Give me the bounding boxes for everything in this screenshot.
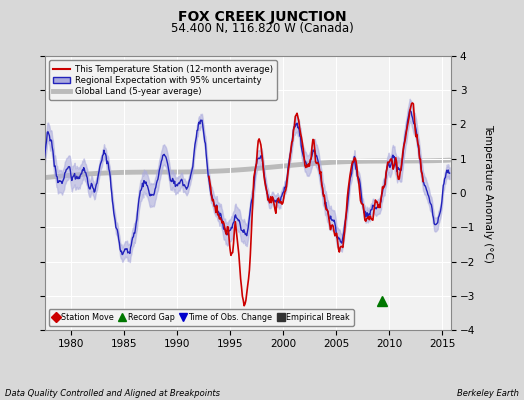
Y-axis label: Temperature Anomaly (°C): Temperature Anomaly (°C) <box>483 124 494 262</box>
Text: 54.400 N, 116.820 W (Canada): 54.400 N, 116.820 W (Canada) <box>171 22 353 35</box>
Legend: Station Move, Record Gap, Time of Obs. Change, Empirical Break: Station Move, Record Gap, Time of Obs. C… <box>49 309 354 326</box>
Text: FOX CREEK JUNCTION: FOX CREEK JUNCTION <box>178 10 346 24</box>
Text: Data Quality Controlled and Aligned at Breakpoints: Data Quality Controlled and Aligned at B… <box>5 389 220 398</box>
Text: Berkeley Earth: Berkeley Earth <box>457 389 519 398</box>
